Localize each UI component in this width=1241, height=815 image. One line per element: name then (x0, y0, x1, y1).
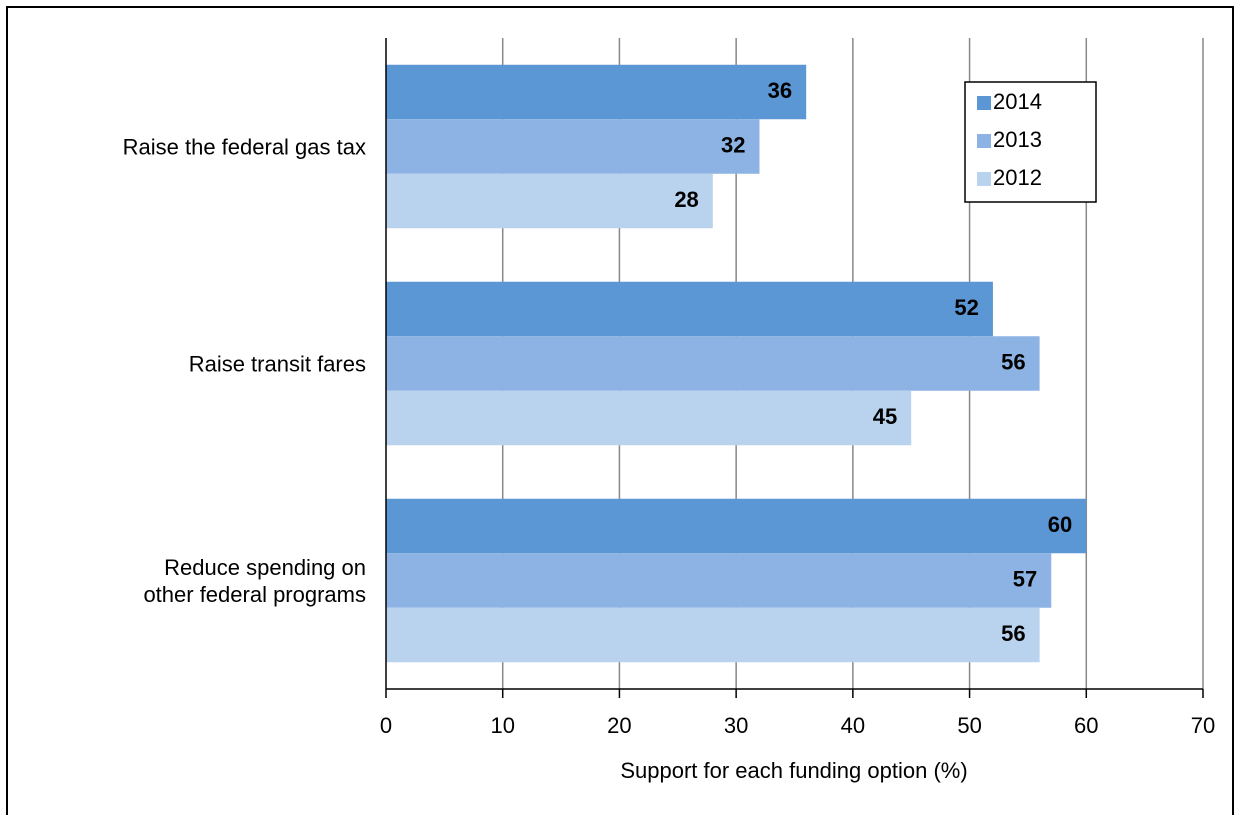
data-label: 60 (1048, 512, 1072, 537)
legend-label: 2013 (993, 127, 1042, 152)
bar (386, 498, 1087, 554)
bar (386, 553, 1052, 608)
legend-swatch (977, 96, 991, 110)
bar (386, 390, 912, 446)
x-tick-label: 30 (724, 713, 748, 738)
category-label: Reduce spending on other federal program… (143, 554, 366, 607)
data-label: 56 (1001, 349, 1025, 374)
x-tick-label: 10 (490, 713, 514, 738)
data-label: 52 (954, 295, 978, 320)
bar (386, 173, 713, 229)
data-label: 56 (1001, 621, 1025, 646)
bar (386, 607, 1040, 663)
bar (386, 64, 807, 120)
bar (386, 336, 1040, 391)
x-axis-title: Support for each funding option (%) (620, 758, 967, 783)
legend-label: 2014 (993, 89, 1042, 114)
data-label: 28 (674, 187, 698, 212)
data-label: 32 (721, 132, 745, 157)
x-tick-label: 70 (1191, 713, 1215, 738)
data-label: 57 (1013, 566, 1037, 591)
data-label: 36 (768, 78, 792, 103)
category-label: Raise the federal gas tax (122, 134, 366, 159)
x-tick-label: 60 (1074, 713, 1098, 738)
data-label: 45 (873, 404, 897, 429)
x-tick-label: 50 (957, 713, 981, 738)
bar (386, 119, 760, 174)
category-label: Raise transit fares (188, 351, 366, 376)
x-tick-label: 0 (380, 713, 392, 738)
frame (6, 6, 1234, 815)
bar (386, 281, 993, 337)
legend-swatch (977, 172, 991, 186)
legend-label: 2012 (993, 165, 1042, 190)
legend-swatch (977, 134, 991, 148)
x-tick-label: 20 (607, 713, 631, 738)
x-tick-label: 40 (841, 713, 865, 738)
